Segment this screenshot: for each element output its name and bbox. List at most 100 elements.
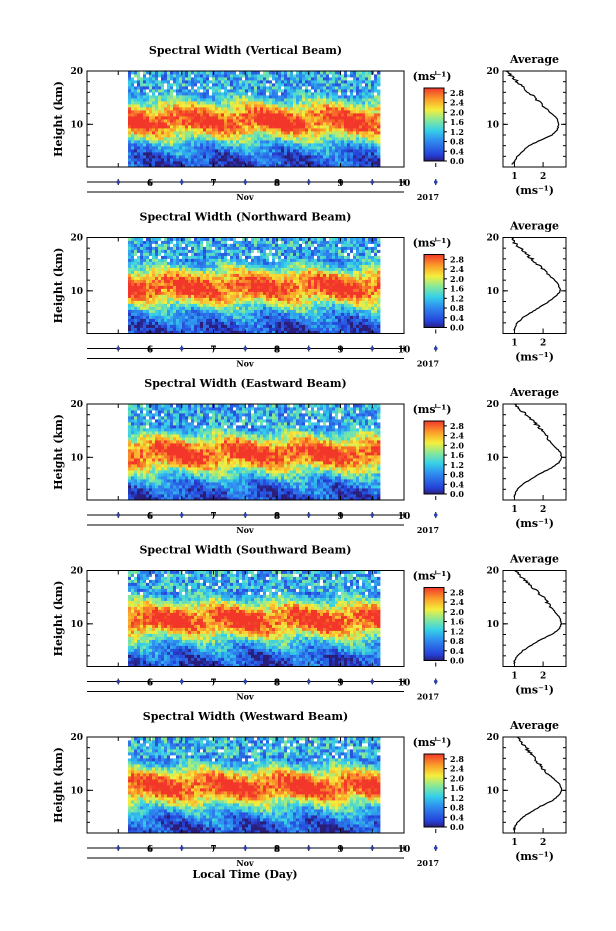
heatmap-cell [137,143,141,147]
heatmap-cell [263,71,267,75]
heatmap-cell [305,324,309,328]
heatmap-cell [287,143,291,147]
heatmap-cell [269,131,273,135]
heatmap-cell [272,243,276,247]
heatmap-cell [311,321,315,325]
heatmap-cell [185,113,189,117]
heatmap-cell [284,95,288,99]
heatmap-cell [233,128,237,132]
heatmap-cell [326,261,330,265]
heatmap-cell [215,285,219,289]
heatmap-cell [284,240,288,244]
heatmap-cell [251,270,255,274]
heatmap-cell [170,101,174,105]
heatmap-cell [275,92,279,96]
heatmap-cell [344,128,348,132]
heatmap-cell [308,297,312,301]
heatmap-cell [263,276,267,280]
heatmap-cell [131,71,135,75]
heatmap-cell [221,83,225,87]
heatmap-cell [200,140,204,144]
heatmap-cell [359,101,363,105]
heatmap-cell [224,276,228,280]
heatmap-cell [161,258,165,262]
heatmap-cell [293,237,297,241]
heatmap-cell [362,134,366,138]
heatmap-cell [173,273,177,277]
heatmap-cell [188,276,192,280]
heatmap-cell [137,261,141,265]
heatmap-cell [221,258,225,262]
heatmap-cell [272,125,276,129]
heatmap-cell [272,294,276,298]
heatmap-cell [194,140,198,144]
heatmap-cell [332,119,336,123]
heatmap-cell [221,318,225,322]
heatmap-cell [233,158,237,162]
heatmap-cell [317,249,321,253]
heatmap-cell [206,249,210,253]
heatmap-cell [230,74,234,78]
heatmap-cell [263,116,267,120]
heatmap-cell [308,122,312,126]
heatmap-cell [182,71,186,75]
heatmap-cell [281,279,285,283]
heatmap-cell [227,309,231,313]
heatmap-cell [167,83,171,87]
heatmap-cell [212,128,216,132]
heatmap-cell [281,297,285,301]
heatmap-cell [293,258,297,262]
heatmap-cell [320,140,324,144]
heatmap-cell [206,107,210,111]
heatmap-cell [215,122,219,126]
heatmap-cell [131,312,135,316]
heatmap-cell [335,146,339,150]
heatmap-cell [350,140,354,144]
heatmap-cell [200,149,204,153]
heatmap-cell [257,294,261,298]
heatmap-cell [323,309,327,313]
heatmap-cell [212,303,216,307]
heatmap-cell [296,128,300,132]
heatmap-cell [170,125,174,129]
heatmap-cell [362,74,366,78]
heatmap-cell [188,297,192,301]
heatmap-cell [164,285,168,289]
heatmap-cell [209,309,213,313]
heatmap-cell [215,131,219,135]
heatmap-cell [170,261,174,265]
heatmap-cell [326,276,330,280]
heatmap-cell [314,116,318,120]
heatmap-cell [149,261,153,265]
heatmap-cell [155,270,159,274]
heatmap-cell [326,122,330,126]
heatmap-cell [323,92,327,96]
heatmap-cell [164,143,168,147]
heatmap-cell [353,155,357,159]
heatmap-cell [182,276,186,280]
heatmap-cell [353,86,357,90]
heatmap-cell [149,258,153,262]
heatmap-cell [374,128,378,132]
heatmap-cell [173,71,177,75]
heatmap-cell [143,77,147,81]
heatmap-cell [212,119,216,123]
heatmap-cell [320,270,324,274]
heatmap-cell [131,264,135,268]
heatmap-cell [296,71,300,75]
heatmap-cell [275,104,279,108]
heatmap-cell [323,146,327,150]
heatmap-cell [365,77,369,81]
heatmap-cell [323,306,327,310]
heatmap-cell [206,74,210,78]
heatmap-cell [290,318,294,322]
heatmap-cell [176,164,180,168]
heatmap-cell [320,255,324,259]
heatmap-cell [200,291,204,295]
heatmap-cell [236,324,240,328]
heatmap-cell [236,149,240,153]
heatmap-cell [128,161,132,165]
heatmap-cell [332,312,336,316]
heatmap-cell [194,95,198,99]
heatmap-cell [134,291,138,295]
